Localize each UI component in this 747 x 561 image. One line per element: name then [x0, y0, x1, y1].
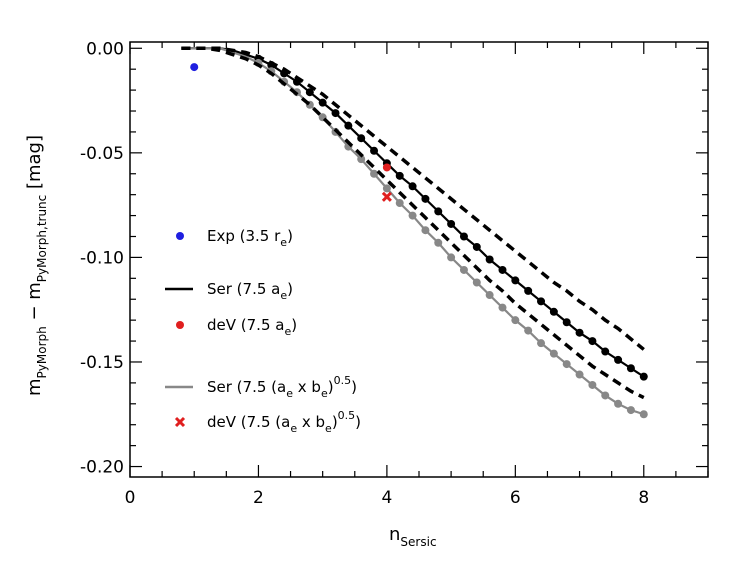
series-point-1	[434, 207, 443, 216]
series-point-1	[318, 98, 327, 107]
series-point-2	[601, 391, 610, 400]
series-point-2	[421, 226, 430, 235]
marker-3	[381, 191, 392, 202]
series-point-2	[511, 316, 520, 325]
series-point-2	[459, 265, 468, 274]
legend-item-2: Ser (7.5 ae)	[165, 280, 293, 302]
series-point-2	[575, 370, 584, 379]
series-point-2	[370, 169, 379, 178]
series-point-1	[537, 297, 546, 306]
y-tick-label: -0.10	[80, 248, 124, 268]
legend-marker-swatch	[174, 416, 186, 428]
x-tick-label: 8	[638, 488, 649, 508]
legend-label: Exp (3.5 re)	[207, 227, 293, 249]
series-point-1	[485, 255, 494, 264]
series-point-1	[447, 219, 456, 228]
series-point-2	[588, 380, 597, 389]
x-stroke	[381, 191, 392, 202]
x-axis-title: nSersic	[389, 524, 437, 549]
legend-item-1: Exp (3.5 re)	[176, 227, 293, 249]
series-point-1	[562, 318, 571, 327]
series-point-2	[485, 291, 494, 300]
y-axis-title: mPyMorph − mPyMorph,trunc [mag]	[24, 135, 49, 396]
series-point-2	[537, 339, 546, 348]
series-point-1	[408, 182, 417, 191]
x-tick-label: 2	[253, 488, 264, 508]
y-tick-label: 0.00	[86, 39, 124, 59]
series-point-2	[447, 253, 456, 262]
series-point-1	[472, 242, 481, 251]
legend-label: Ser (7.5 (ae x be)0.5)	[207, 374, 357, 400]
series-point-1	[588, 337, 597, 346]
series-point-1	[614, 355, 623, 364]
series-line-4	[181, 46, 645, 400]
x-stroke	[174, 416, 186, 428]
series-point-2	[382, 184, 391, 193]
series-point-1	[421, 194, 430, 203]
legend-item-4: Ser (7.5 (ae x be)0.5)	[165, 374, 357, 400]
y-tick-label: -0.05	[80, 144, 124, 164]
series-point-2	[614, 399, 623, 408]
series-point-1	[305, 88, 314, 97]
marker-2	[382, 163, 391, 172]
series-point-1	[601, 347, 610, 356]
series-point-1	[639, 372, 648, 381]
series-point-2	[408, 211, 417, 220]
series-point-2	[626, 406, 635, 415]
y-tick-label: -0.15	[80, 353, 124, 373]
legend-label: deV (7.5 (ae x be)0.5)	[207, 409, 361, 435]
plot-frame	[129, 41, 709, 478]
series-point-2	[639, 410, 648, 419]
series-point-1	[344, 121, 353, 130]
x-tick-label: 4	[381, 488, 392, 508]
series-point-1	[459, 232, 468, 241]
marker-1	[190, 63, 199, 72]
series-point-2	[549, 349, 558, 358]
series-point-2	[498, 303, 507, 312]
series-point-1	[524, 286, 533, 295]
legend-label: Ser (7.5 ae)	[207, 280, 293, 302]
series-point-2	[357, 155, 366, 164]
series-point-1	[575, 328, 584, 337]
series-point-1	[626, 364, 635, 373]
series-point-1	[511, 276, 520, 285]
series-point-1	[357, 134, 366, 143]
series-line-3	[181, 46, 645, 351]
legend-marker-swatch	[176, 321, 184, 329]
plot-layer: 0 2 4 6 8 0.00 -0.05 -0.10 -0.15 -0.20 nSersic mPyM…	[24, 39, 709, 549]
series-point-1	[370, 146, 379, 155]
series-point-1	[331, 109, 340, 118]
legend-item-5: deV (7.5 (ae x be)0.5)	[174, 409, 361, 435]
legend-marker-swatch	[176, 232, 184, 240]
series-point-2	[524, 326, 533, 335]
series-point-1	[498, 265, 507, 274]
legend-label: deV (7.5 ae)	[207, 316, 297, 338]
x-tick-label: 6	[510, 488, 521, 508]
series-point-2	[395, 199, 404, 208]
series-point-2	[472, 278, 481, 287]
series-point-2	[434, 238, 443, 247]
legend-item-3: deV (7.5 ae)	[176, 316, 297, 338]
y-tick-label: -0.20	[80, 458, 124, 478]
x-tick-label: 0	[125, 488, 136, 508]
series-point-1	[395, 171, 404, 180]
series-point-1	[549, 307, 558, 316]
series-point-2	[562, 360, 571, 369]
